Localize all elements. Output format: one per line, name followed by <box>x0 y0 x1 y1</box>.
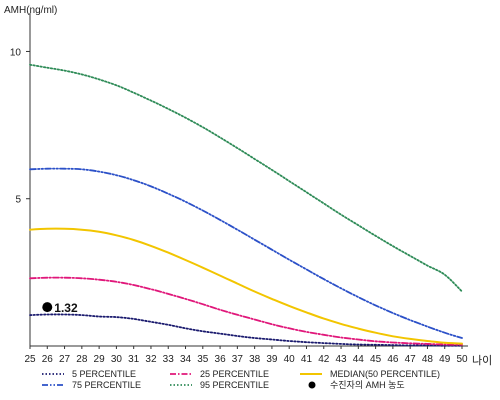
legend-label: 95 PERCENTILE <box>200 380 269 390</box>
x-tick-label: 43 <box>335 354 347 365</box>
series-line-75-percentile <box>29 167 463 339</box>
x-tick-label: 41 <box>301 354 313 365</box>
x-tick-label: 42 <box>318 354 330 365</box>
x-tick-label: 28 <box>76 354 88 365</box>
x-tick-label: 40 <box>284 354 296 365</box>
x-tick-label: 34 <box>180 354 192 365</box>
x-tick-label: 49 <box>439 354 451 365</box>
x-tick-label: 35 <box>197 354 209 365</box>
x-tick-label: 47 <box>405 354 417 365</box>
x-tick-label: 36 <box>215 354 227 365</box>
x-tick-label: 29 <box>94 354 106 365</box>
series-line-95-percentile <box>29 63 463 293</box>
legend-label: 25 PERCENTILE <box>200 369 269 379</box>
series-lines <box>29 63 463 347</box>
y-tick-label: 5 <box>15 195 21 206</box>
x-tick-label: 33 <box>163 354 175 365</box>
x-tick-label: 38 <box>249 354 261 365</box>
x-tick-label: 27 <box>59 354 71 365</box>
axes: AMH(ng/ml) 5 10 25 26 27 28 29 30 31 32 33 34 35 36 37 3… <box>4 5 492 367</box>
x-tick-label: 48 <box>422 354 434 365</box>
legend: 5 PERCENTILE 25 PERCENTILE MEDIAN(50 PERCE… <box>42 369 440 390</box>
x-tick-label: 25 <box>24 354 36 365</box>
x-tick-label: 46 <box>387 354 399 365</box>
series-line-5-percentile <box>29 313 463 347</box>
patient-amh-point <box>42 302 53 313</box>
patient-marker: 1.32 <box>42 301 78 315</box>
x-tick-label: 30 <box>111 354 123 365</box>
x-tick-label: 26 <box>42 354 54 365</box>
legend-label: 5 PERCENTILE <box>72 369 136 379</box>
x-tick-label: 37 <box>232 354 244 365</box>
x-tick-label: 44 <box>353 354 365 365</box>
series-line-median-50-percentile <box>29 227 463 345</box>
legend-marker-swatch <box>308 381 316 389</box>
patient-amh-value-label: 1.32 <box>54 301 78 315</box>
x-tick-label: 39 <box>266 354 278 365</box>
y-axis-title: AMH(ng/ml) <box>4 5 57 16</box>
series-line-25-percentile <box>29 276 463 346</box>
x-tick-label: 32 <box>145 354 157 365</box>
x-axis-title: 나이 <box>472 354 492 367</box>
x-tick-label: 45 <box>370 354 382 365</box>
x-tick-label: 50 <box>456 354 468 365</box>
legend-marker-label: 수진자의 AMH 농도 <box>330 380 405 390</box>
x-tick-label: 31 <box>128 354 140 365</box>
y-tick-label: 10 <box>10 47 22 58</box>
legend-label: 75 PERCENTILE <box>72 380 141 390</box>
legend-label: MEDIAN(50 PERCENTILE) <box>330 369 440 379</box>
